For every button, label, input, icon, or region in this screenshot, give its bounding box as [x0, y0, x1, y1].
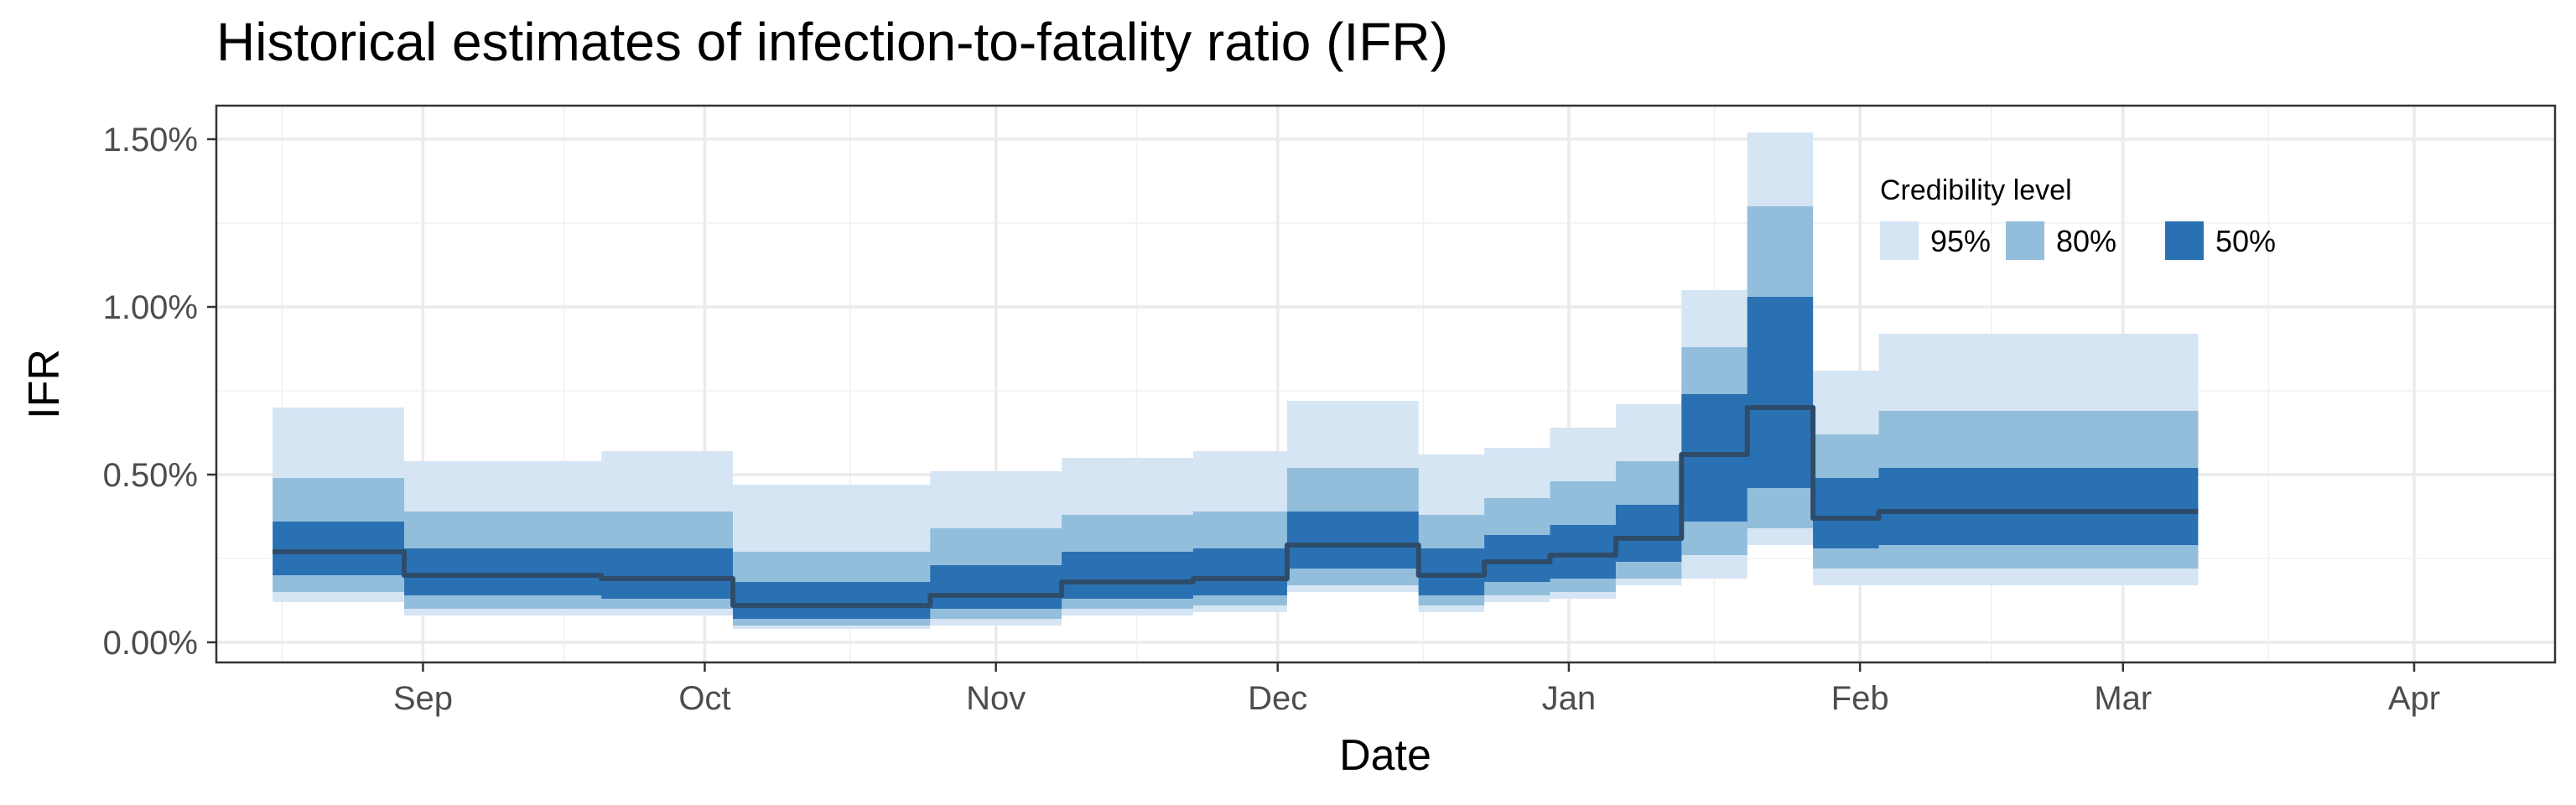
x-tick-label: Apr	[2388, 680, 2440, 717]
x-tick-label: Oct	[678, 680, 730, 717]
legend-swatch	[1880, 221, 1919, 260]
x-tick-label: Jan	[1542, 680, 1597, 717]
legend: Credibility level 95% 80% 50%	[1880, 174, 2276, 260]
y-tick-label: 0.50%	[103, 457, 198, 494]
median-line	[273, 405, 2199, 608]
x-tick-label: Mar	[2094, 680, 2152, 717]
x-tick-label: Sep	[393, 680, 453, 717]
y-tick-label: 0.00%	[103, 625, 198, 662]
median-layer	[273, 405, 2199, 608]
band-50	[273, 297, 2199, 619]
plot-border	[215, 104, 2557, 664]
legend-swatch	[2006, 221, 2044, 260]
x-axis-ticks: Sep Oct Nov Dec Jan Feb Mar Apr	[393, 662, 2440, 717]
y-tick-label: 1.50%	[103, 122, 198, 158]
y-tick-label: 1.00%	[103, 289, 198, 326]
x-tick-label: Feb	[1831, 680, 1889, 717]
legend-label: 50%	[2215, 224, 2276, 258]
legend-title: Credibility level	[1880, 174, 2072, 206]
y-axis-title: IFR	[20, 349, 69, 419]
x-tick-label: Dec	[1248, 680, 1307, 717]
credible-interval-bands	[273, 132, 2199, 629]
legend-swatch	[2165, 221, 2204, 260]
legend-label: 80%	[2056, 224, 2116, 258]
x-axis-title: Date	[1339, 731, 1431, 780]
chart-title: Historical estimates of infection-to-fat…	[216, 12, 1448, 72]
y-axis-ticks: 0.00% 0.50% 1.00% 1.50%	[103, 122, 216, 662]
legend-items: 95% 80% 50%	[1880, 221, 2276, 260]
legend-label: 95%	[1930, 224, 1991, 258]
x-tick-label: Nov	[966, 680, 1026, 717]
